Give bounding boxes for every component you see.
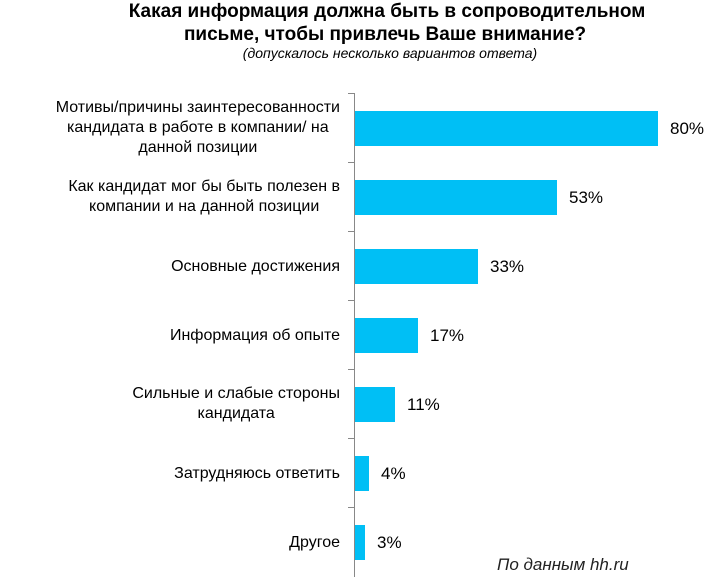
axis-tick <box>348 231 355 232</box>
category-label: Другое <box>289 534 340 551</box>
axis-tick <box>348 369 355 370</box>
chart-title-line-2: письме, чтобы привлечь Ваше внимание? <box>183 24 587 45</box>
value-label: 80% <box>670 119 705 138</box>
value-label: 3% <box>377 533 402 552</box>
value-label: 53% <box>569 188 604 207</box>
bar-strengths-weaknesses <box>355 387 395 422</box>
axis-tick <box>348 438 355 439</box>
axis-tick <box>348 300 355 301</box>
category-label: Как кандидат мог бы быть полезен в компа… <box>68 178 340 215</box>
axis-tick <box>348 162 355 163</box>
bar-motives <box>355 111 658 146</box>
value-label: 11% <box>407 395 440 414</box>
value-label: 17% <box>430 326 465 345</box>
category-label: Сильные и слабые стороны кандидата <box>132 385 340 422</box>
chart-title: Какая информация должна быть в сопроводи… <box>0 0 714 46</box>
category-label: Основные достижения <box>171 258 340 275</box>
source-note: По данным hh.ru <box>497 555 629 574</box>
value-label: 33% <box>490 257 525 276</box>
category-label: Затрудняюсь ответить <box>174 465 340 482</box>
category-label: Мотивы/причины заинтересованности кандид… <box>55 99 340 156</box>
bar-usefulness <box>355 180 557 215</box>
axis-tick <box>348 93 355 94</box>
bar-hard-to-answer <box>355 456 369 491</box>
chart-subtitle: (допускалось несколько вариантов ответа) <box>242 45 538 61</box>
value-label: 4% <box>381 464 406 483</box>
chart-title-line-1: Какая информация должна быть в сопроводи… <box>128 1 646 22</box>
bar-other <box>355 525 365 560</box>
category-label: Информация об опыте <box>169 327 340 344</box>
axis-tick <box>348 507 355 508</box>
bar-experience <box>355 318 418 353</box>
bar-achievements <box>355 249 478 284</box>
y-axis-line <box>354 93 355 577</box>
